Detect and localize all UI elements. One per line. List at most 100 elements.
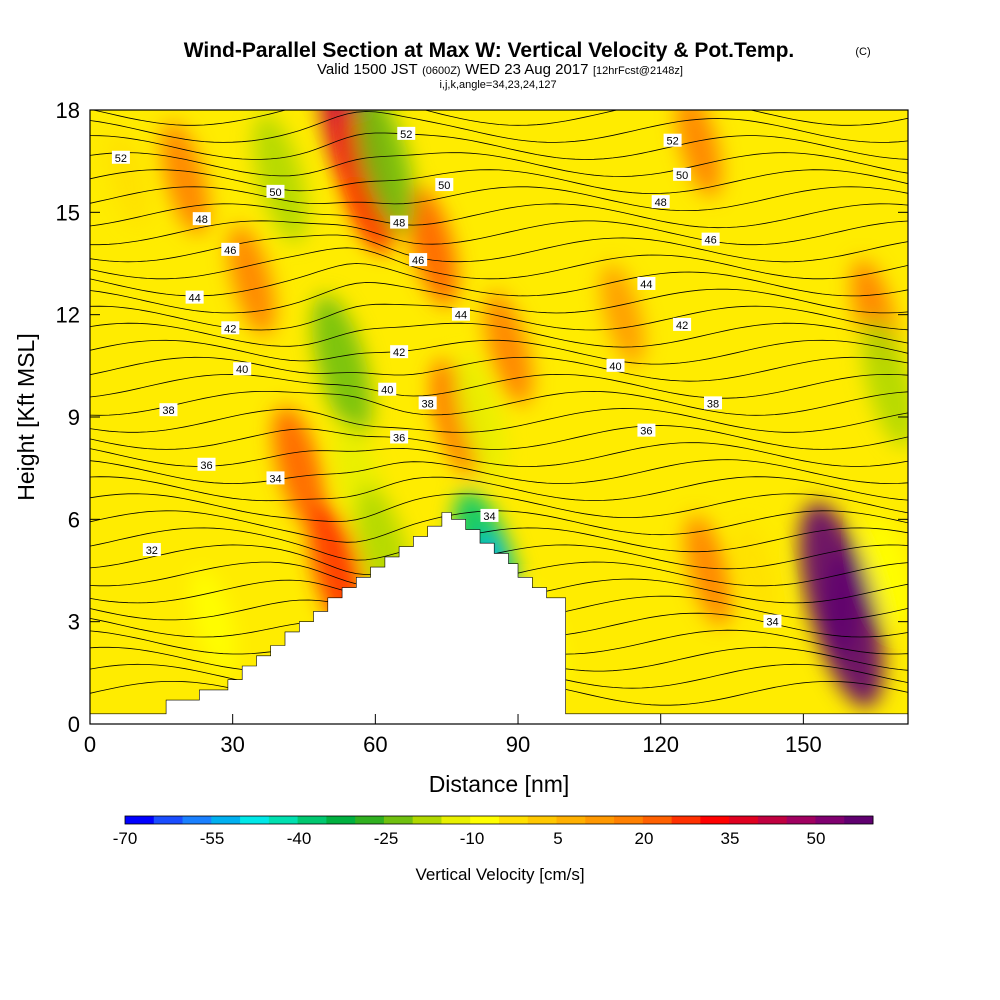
isentrope-line <box>90 493 908 523</box>
colorbar-swatch <box>383 816 414 824</box>
svg-text:40: 40 <box>381 385 393 397</box>
svg-text:34: 34 <box>483 511 495 523</box>
x-axis: 0 30 60 90 120 150 <box>84 714 822 757</box>
contour-label: 38 <box>704 396 723 410</box>
colorbar-swatch <box>844 816 874 824</box>
contour-label: 34 <box>763 614 782 629</box>
svg-text:40: 40 <box>236 364 248 376</box>
colorbar-tick-label: 5 <box>553 829 562 848</box>
isentrope-line <box>90 203 908 229</box>
valid-date: WED 23 Aug 2017 <box>465 61 588 78</box>
y-axis-label: Height [Kft MSL] <box>13 333 39 500</box>
contour-label: 48 <box>651 195 670 209</box>
isentrope-line <box>90 476 908 502</box>
updraft-region-core <box>826 551 857 658</box>
colorbar-swatch <box>297 816 327 824</box>
contour-label: 40 <box>606 358 625 373</box>
isentrope-line <box>90 390 908 416</box>
plot-area: 52 52 52 50 50 50 48 48 48 46 46 46 44 44 44 42 42 42 40 40… <box>90 110 908 724</box>
isentrope-line <box>90 356 908 382</box>
updraft-region <box>161 121 210 235</box>
colorbar-swatch <box>614 816 644 824</box>
svg-text:46: 46 <box>705 235 717 247</box>
isentrope-line <box>90 169 908 195</box>
isentrope-line <box>90 132 908 160</box>
colorbar-swatch <box>786 816 816 824</box>
updraft-region <box>601 264 645 366</box>
isentrope-line <box>90 442 908 467</box>
updraft-region <box>676 110 722 197</box>
contour-label: 50 <box>673 167 692 182</box>
svg-text:32: 32 <box>146 545 158 557</box>
colorbar-tick-label: 20 <box>635 829 654 848</box>
svg-text:36: 36 <box>393 432 405 444</box>
isentrope-line <box>90 111 908 143</box>
svg-text:50: 50 <box>269 187 281 199</box>
isentrope-lines <box>90 110 908 714</box>
colorbar-tick-label: -70 <box>113 829 138 848</box>
svg-text:52: 52 <box>400 129 412 141</box>
x-tick-label: 0 <box>84 732 96 757</box>
isentrope-line <box>90 527 908 561</box>
svg-text:34: 34 <box>269 473 281 485</box>
svg-text:42: 42 <box>393 347 405 359</box>
colorbar-swatch <box>527 816 558 824</box>
colorbar-swatch <box>153 816 184 824</box>
downdraft-region <box>253 113 308 243</box>
isentrope-line <box>90 322 908 348</box>
downdraft-region <box>355 110 415 233</box>
colorbar-swatch <box>412 816 442 824</box>
contour-label: 46 <box>409 253 428 267</box>
contour-label: 52 <box>663 133 682 148</box>
chart-title: Wind-Parallel Section at Max W: Vertical… <box>184 39 795 62</box>
isentrope-line <box>90 263 908 297</box>
isentrope-line <box>90 220 908 246</box>
contour-label: 40 <box>378 382 397 397</box>
colorbar-swatch <box>182 816 212 824</box>
svg-text:38: 38 <box>422 398 434 410</box>
downdraft-region <box>861 318 908 448</box>
svg-text:44: 44 <box>640 279 652 291</box>
velocity-field <box>107 110 908 708</box>
svg-text:42: 42 <box>224 323 236 335</box>
colorbar-swatch <box>556 816 586 824</box>
colorbar-swatch <box>125 816 155 824</box>
colorbar: -70 -55 -40 -25 -10 5 20 35 50 <box>113 815 874 848</box>
isentrope-line <box>90 339 908 365</box>
svg-text:44: 44 <box>189 293 201 305</box>
colorbar-swatch <box>671 816 701 824</box>
y-tick-label: 15 <box>56 200 80 225</box>
colorbar-tick-label: 50 <box>807 829 826 848</box>
y-tick-label: 0 <box>68 712 80 737</box>
contour-label: 44 <box>185 290 204 305</box>
isentrope-line <box>90 282 908 314</box>
contour-label: 34 <box>480 508 499 523</box>
contour-label: 38 <box>159 403 178 417</box>
contour-label: 52 <box>111 150 130 165</box>
colorbar-tick-label: -40 <box>287 829 312 848</box>
contour-label: 42 <box>673 317 692 332</box>
svg-text:48: 48 <box>393 218 405 230</box>
isentrope-line <box>91 110 908 126</box>
isentrope-line <box>90 152 908 177</box>
x-axis-label: Distance [nm] <box>429 771 570 797</box>
contour-label: 32 <box>142 543 161 557</box>
contour-label: 34 <box>266 471 285 485</box>
x-tick-label: 120 <box>642 732 679 757</box>
y-tick-label: 18 <box>56 98 80 123</box>
y-tick-label: 6 <box>68 507 80 532</box>
svg-text:48: 48 <box>196 214 208 226</box>
contour-label: 46 <box>221 242 240 257</box>
contour-label: 50 <box>266 184 285 199</box>
contour-label: 46 <box>701 232 720 247</box>
contour-label: 50 <box>435 178 454 192</box>
colorbar-swatch <box>240 816 270 824</box>
contour-label: 42 <box>221 321 240 335</box>
colorbar-swatch <box>757 816 788 824</box>
contour-label: 40 <box>233 362 252 376</box>
updraft-region <box>684 515 732 626</box>
contour-label: 52 <box>397 126 416 141</box>
contour-labels: 52 52 52 50 50 50 48 48 48 46 46 46 44 44 44 42 42 42 40 40… <box>111 126 782 629</box>
